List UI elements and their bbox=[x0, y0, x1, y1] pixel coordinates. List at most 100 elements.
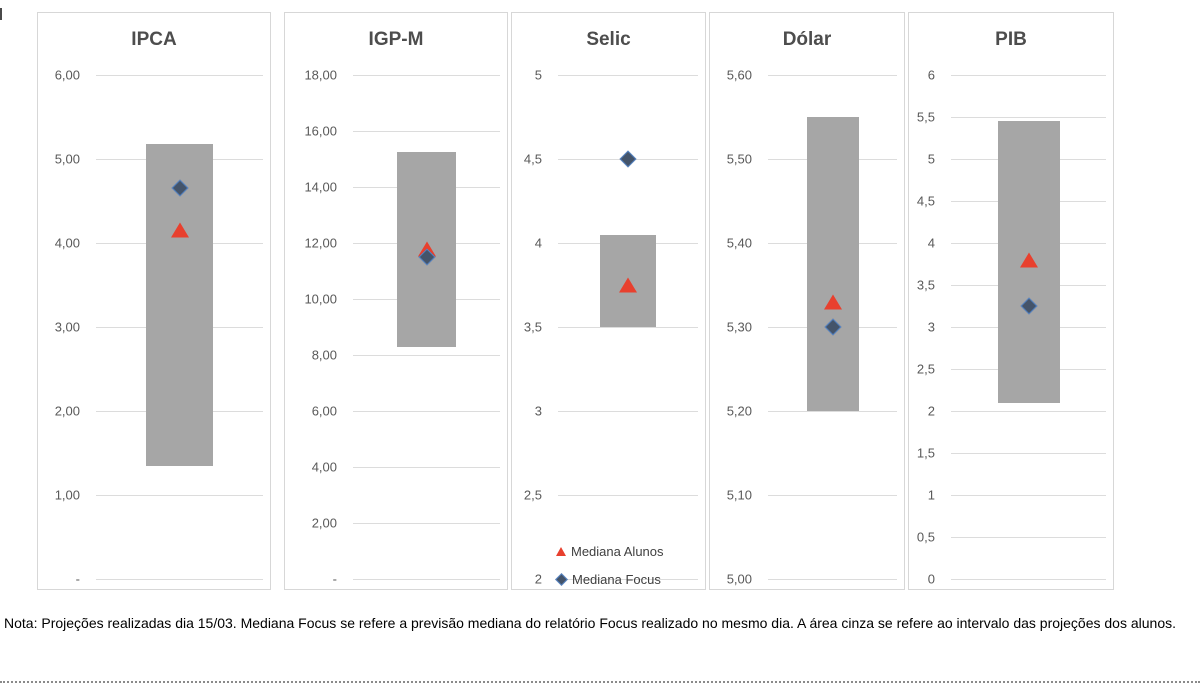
plot-area-ipca: 6,00 5,00 4,00 3,00 2,00 1,00 - bbox=[38, 13, 270, 589]
axis-tick-label: 5,50 bbox=[726, 151, 752, 167]
gridline bbox=[951, 453, 1106, 454]
gridline bbox=[353, 579, 500, 580]
axis-tick-label: 0 bbox=[927, 571, 935, 587]
axis-tick-label: 4,00 bbox=[54, 235, 80, 251]
plot-area-pib: 6 5,5 5 4,5 4 3,5 3 2,5 2 1,5 1 0,5 0 bbox=[909, 13, 1113, 589]
gridline bbox=[768, 411, 897, 412]
gridline bbox=[768, 495, 897, 496]
gridline bbox=[96, 579, 263, 580]
gridline bbox=[96, 75, 263, 76]
axis-tick-label: 5,40 bbox=[726, 235, 752, 251]
panel-selic: Selic 5 4,5 4 3,5 3 2,5 2 Mediana Alunos Media… bbox=[511, 12, 706, 590]
projection-range-bar bbox=[146, 143, 213, 466]
axis-tick-label: 1 bbox=[927, 487, 935, 503]
gridline bbox=[558, 495, 698, 496]
axis-tick-label: 3 bbox=[927, 319, 935, 335]
panel-title-igpm: IGP-M bbox=[368, 29, 424, 50]
panel-title-ipca: IPCA bbox=[131, 29, 177, 50]
plot-area-selic: 5 4,5 4 3,5 3 2,5 2 bbox=[512, 13, 705, 589]
axis-tick-label: 2,5 bbox=[916, 361, 935, 377]
axis-tick-label: 3,5 bbox=[523, 319, 542, 335]
panel-title-selic: Selic bbox=[586, 29, 631, 50]
legend-label-focus: Mediana Focus bbox=[572, 571, 661, 587]
panel-title-dolar: Dólar bbox=[782, 29, 832, 50]
axis-tick-label: 6 bbox=[927, 67, 935, 83]
axis-tick-label: 2,00 bbox=[54, 403, 80, 419]
projection-range-bar bbox=[806, 117, 859, 411]
axis-tick-label: 3,00 bbox=[54, 319, 80, 335]
gridline bbox=[558, 411, 698, 412]
legend-label-alunos: Mediana Alunos bbox=[571, 543, 664, 559]
gridline bbox=[96, 495, 263, 496]
mediana-focus-marker bbox=[619, 150, 637, 168]
axis-tick-label: 2 bbox=[927, 403, 935, 419]
axis-tick-label: 5,30 bbox=[726, 319, 752, 335]
gridline bbox=[951, 117, 1106, 118]
axis-tick-label: 2 bbox=[534, 571, 542, 587]
chart-legend: Mediana Alunos Mediana Focus bbox=[555, 537, 664, 593]
gridline bbox=[558, 327, 698, 328]
axis-tick-label: 4 bbox=[927, 235, 935, 251]
axis-tick-label: 14,00 bbox=[304, 179, 337, 195]
panel-pib: PIB 6 5,5 5 4,5 4 3,5 3 2,5 2 1,5 1 0,5 0 bbox=[908, 12, 1114, 590]
gridline bbox=[353, 467, 500, 468]
axis-tick-label: 5,5 bbox=[916, 109, 935, 125]
mediana-alunos-marker bbox=[170, 222, 189, 238]
axis-tick-label: 6,00 bbox=[54, 67, 80, 83]
axis-tick-label: 16,00 bbox=[304, 123, 337, 139]
legend-item-mediana-alunos: Mediana Alunos bbox=[556, 537, 664, 565]
page-edge-mark bbox=[0, 8, 2, 20]
axis-tick-label: 6,00 bbox=[311, 403, 337, 419]
gridline bbox=[558, 579, 698, 580]
gridline bbox=[951, 75, 1106, 76]
axis-tick-label: 10,00 bbox=[304, 291, 337, 307]
footnote-text: Nota: Projeções realizadas dia 15/03. Me… bbox=[4, 615, 1176, 631]
axis-tick-label: 3 bbox=[534, 403, 542, 419]
gridline bbox=[558, 75, 698, 76]
gridline bbox=[353, 411, 500, 412]
axis-tick-label: 0,5 bbox=[916, 529, 935, 545]
triangle-marker-icon bbox=[556, 546, 566, 556]
axis-tick-label: 5,20 bbox=[726, 403, 752, 419]
axis-tick-label: - bbox=[332, 571, 337, 587]
axis-tick-label: - bbox=[75, 571, 80, 587]
gridline bbox=[768, 75, 897, 76]
gridline bbox=[353, 523, 500, 524]
axis-tick-label: 4 bbox=[534, 235, 542, 251]
axis-tick-label: 2,5 bbox=[523, 487, 542, 503]
axis-tick-label: 2,00 bbox=[311, 515, 337, 531]
diamond-marker-icon bbox=[555, 572, 568, 586]
axis-tick-label: 5 bbox=[534, 67, 542, 83]
mediana-alunos-marker bbox=[1019, 252, 1038, 268]
axis-tick-label: 12,00 bbox=[304, 235, 337, 251]
gridline bbox=[353, 75, 500, 76]
axis-tick-label: 5,00 bbox=[726, 571, 752, 587]
gridline bbox=[951, 411, 1106, 412]
plot-area-igpm: 18,00 16,00 14,00 12,00 10,00 8,00 6,00 4,00 2,0… bbox=[285, 13, 507, 589]
panel-igpm: IGP-M 18,00 16,00 14,00 12,00 10,00 8,00 6,00 4… bbox=[284, 12, 508, 590]
axis-tick-label: 5,10 bbox=[726, 487, 752, 503]
mediana-alunos-marker bbox=[619, 277, 637, 293]
panel-title-pib: PIB bbox=[995, 29, 1027, 50]
panel-ipca: IPCA 6,00 5,00 4,00 3,00 2,00 1,00 - bbox=[37, 12, 271, 590]
gridline bbox=[768, 579, 897, 580]
gridline bbox=[951, 537, 1106, 538]
page-bottom-boundary bbox=[0, 681, 1200, 683]
axis-tick-label: 4,00 bbox=[311, 459, 337, 475]
legend-item-mediana-focus: Mediana Focus bbox=[555, 565, 664, 593]
axis-tick-label: 1,5 bbox=[916, 445, 935, 461]
axis-tick-label: 3,5 bbox=[916, 277, 935, 293]
plot-area-dolar: 5,60 5,50 5,40 5,30 5,20 5,10 5,00 bbox=[710, 13, 904, 589]
axis-tick-label: 18,00 bbox=[304, 67, 337, 83]
axis-tick-label: 5 bbox=[927, 151, 935, 167]
gridline bbox=[951, 495, 1106, 496]
gridline bbox=[353, 131, 500, 132]
axis-tick-label: 5,00 bbox=[54, 151, 80, 167]
axis-tick-label: 8,00 bbox=[311, 347, 337, 363]
panel-dolar: Dólar 5,60 5,50 5,40 5,30 5,20 5,10 5,00 bbox=[709, 12, 905, 590]
axis-tick-label: 4,5 bbox=[916, 193, 935, 209]
axis-tick-label: 4,5 bbox=[523, 151, 542, 167]
mediana-alunos-marker bbox=[823, 294, 842, 310]
axis-tick-label: 1,00 bbox=[54, 487, 80, 503]
